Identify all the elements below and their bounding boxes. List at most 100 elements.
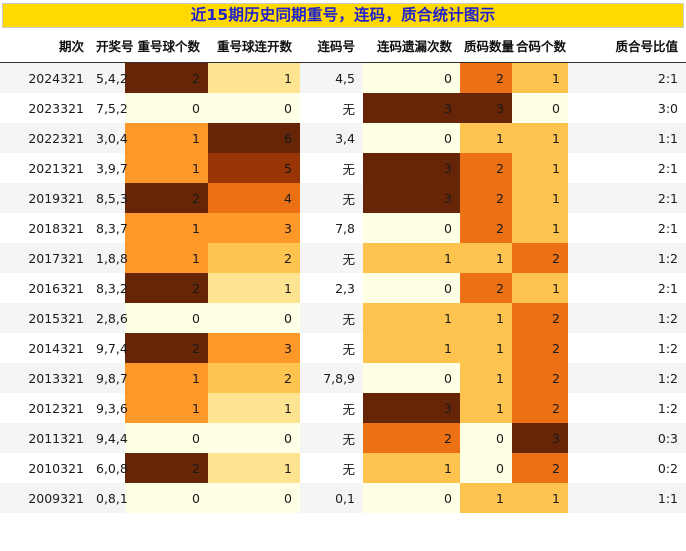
cell-zhonghaoqiu-liankaishu: 1 [208,273,300,303]
cell-qici: 2015321 [0,303,92,333]
cell-zhonghaoqiu-liankaishu: 3 [208,333,300,363]
table-body: 2024321 5,4,2 2 1 4,5 0 2 1 2:1 2023321 7,5,2 0 0 无 3 3… [0,62,686,513]
cell-kaijianghao: 5,4,2 [92,62,128,93]
cell-kaijianghao: 6,0,8 [92,453,128,483]
column-header-lianmahao: 连码号 [300,29,363,63]
table-row: 2017321 1,8,8 1 2 无 1 1 2 1:2 [0,243,686,273]
cell-zhihe-bizhi: 1:1 [568,483,686,513]
cell-zhonghaoqiu-liankaishu: 6 [208,123,300,153]
cell-qici: 2018321 [0,213,92,243]
cell-kaijianghao: 9,7,4 [92,333,128,363]
statistics-table: 期次 开奖号 重号球个数 重号球连开数 连码号 连码遗漏次数 质码数量 合码个数 质合号比值 2… [0,29,686,513]
cell-lianma-yilou: 2 [363,423,460,453]
cell-zhihe-bizhi: 1:2 [568,303,686,333]
cell-zhima-shuliang: 1 [460,123,512,153]
cell-zhima-shuliang: 1 [460,243,512,273]
table-row: 2019321 8,5,3 2 4 无 3 2 1 2:1 [0,183,686,213]
cell-hema-gveshu: 2 [512,243,568,273]
cell-zhihe-bizhi: 2:1 [568,213,686,243]
cell-hema-gveshu: 0 [512,93,568,123]
table-row: 2021321 3,9,7 1 5 无 3 2 1 2:1 [0,153,686,183]
cell-qici: 2011321 [0,423,92,453]
cell-zhonghaoqiu-liankaishu: 0 [208,93,300,123]
cell-kaijianghao: 8,5,3 [92,183,128,213]
cell-zhonghaoqiu-liankaishu: 1 [208,453,300,483]
cell-qici: 2021321 [0,153,92,183]
cell-lianma-yilou: 0 [363,483,460,513]
cell-hema-gveshu: 1 [512,183,568,213]
column-header-qici: 期次 [0,29,92,63]
cell-qici: 2019321 [0,183,92,213]
table-row: 2024321 5,4,2 2 1 4,5 0 2 1 2:1 [0,62,686,93]
cell-zhonghaoqiu-gveshu: 2 [125,333,208,363]
cell-lianma-yilou: 1 [363,333,460,363]
cell-lianma-yilou: 1 [363,243,460,273]
table-row: 2022321 3,0,4 1 6 3,4 0 1 1 1:1 [0,123,686,153]
cell-lianmahao: 7,8,9 [300,363,363,393]
cell-zhihe-bizhi: 2:1 [568,273,686,303]
page-title: 近15期历史同期重号，连码，质合统计图示 [190,5,496,24]
table-row: 2009321 0,8,1 0 0 0,1 0 1 1 1:1 [0,483,686,513]
cell-kaijianghao: 8,3,7 [92,213,128,243]
cell-lianma-yilou: 0 [363,123,460,153]
cell-hema-gveshu: 1 [512,213,568,243]
cell-zhima-shuliang: 3 [460,93,512,123]
cell-hema-gveshu: 2 [512,363,568,393]
cell-zhihe-bizhi: 1:1 [568,123,686,153]
cell-zhonghaoqiu-gveshu: 0 [125,93,208,123]
cell-lianma-yilou: 3 [363,183,460,213]
cell-zhonghaoqiu-gveshu: 1 [125,363,208,393]
cell-zhihe-bizhi: 1:2 [568,393,686,423]
table-row: 2011321 9,4,4 0 0 无 2 0 3 0:3 [0,423,686,453]
cell-lianma-yilou: 1 [363,453,460,483]
cell-zhonghaoqiu-liankaishu: 4 [208,183,300,213]
cell-zhima-shuliang: 2 [460,213,512,243]
cell-qici: 2012321 [0,393,92,423]
cell-zhonghaoqiu-liankaishu: 3 [208,213,300,243]
cell-qici: 2022321 [0,123,92,153]
cell-zhonghaoqiu-gveshu: 1 [125,123,208,153]
cell-qici: 2017321 [0,243,92,273]
cell-kaijianghao: 8,3,2 [92,273,128,303]
cell-kaijianghao: 2,8,6 [92,303,128,333]
table-row: 2016321 8,3,2 2 1 2,3 0 2 1 2:1 [0,273,686,303]
cell-lianmahao: 2,3 [300,273,363,303]
cell-lianmahao: 3,4 [300,123,363,153]
cell-hema-gveshu: 1 [512,123,568,153]
cell-zhonghaoqiu-gveshu: 1 [125,153,208,183]
cell-zhonghaoqiu-gveshu: 0 [125,483,208,513]
cell-zhihe-bizhi: 1:2 [568,363,686,393]
cell-qici: 2010321 [0,453,92,483]
cell-kaijianghao: 7,5,2 [92,93,128,123]
cell-qici: 2016321 [0,273,92,303]
cell-zhonghaoqiu-gveshu: 2 [125,453,208,483]
cell-qici: 2014321 [0,333,92,363]
cell-zhima-shuliang: 2 [460,153,512,183]
cell-lianmahao: 无 [300,243,363,273]
cell-qici: 2023321 [0,93,92,123]
cell-zhima-shuliang: 1 [460,393,512,423]
cell-lianmahao: 无 [300,423,363,453]
cell-zhonghaoqiu-liankaishu: 2 [208,363,300,393]
cell-zhihe-bizhi: 0:2 [568,453,686,483]
cell-kaijianghao: 3,0,4 [92,123,128,153]
cell-zhonghaoqiu-gveshu: 1 [125,243,208,273]
cell-zhihe-bizhi: 0:3 [568,423,686,453]
cell-lianma-yilou: 0 [363,213,460,243]
cell-zhonghaoqiu-liankaishu: 0 [208,423,300,453]
cell-lianma-yilou: 0 [363,62,460,93]
cell-kaijianghao: 9,4,4 [92,423,128,453]
cell-zhihe-bizhi: 3:0 [568,93,686,123]
table-row: 2015321 2,8,6 0 0 无 1 1 2 1:2 [0,303,686,333]
cell-lianmahao: 0,1 [300,483,363,513]
cell-zhonghaoqiu-gveshu: 0 [125,423,208,453]
cell-lianma-yilou: 3 [363,153,460,183]
cell-zhonghaoqiu-gveshu: 2 [125,183,208,213]
cell-zhonghaoqiu-gveshu: 2 [125,273,208,303]
cell-kaijianghao: 3,9,7 [92,153,128,183]
cell-hema-gveshu: 2 [512,393,568,423]
table-row: 2012321 9,3,6 1 1 无 3 1 2 1:2 [0,393,686,423]
cell-lianmahao: 无 [300,453,363,483]
cell-kaijianghao: 0,8,1 [92,483,128,513]
cell-lianma-yilou: 1 [363,303,460,333]
